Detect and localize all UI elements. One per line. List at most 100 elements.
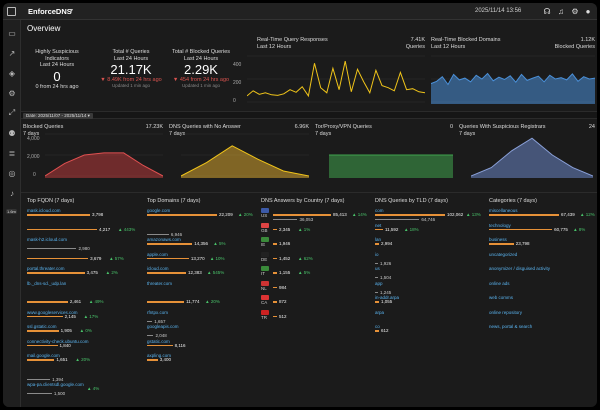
list-item[interactable]: 11,774 ▲ 20% xyxy=(147,295,252,309)
list-item[interactable]: CA 872 xyxy=(261,295,366,309)
item-label[interactable]: wpa-pa.clientsdl.google.com xyxy=(27,382,84,387)
list-item[interactable]: co 612 xyxy=(375,324,480,338)
item-label[interactable]: arpa xyxy=(375,309,385,315)
list-item[interactable]: axpling.com 3,400 xyxy=(147,353,252,367)
item-label[interactable]: gstatic.com xyxy=(147,338,170,344)
list-item[interactable]: google.com 22,209 ▲ 20% xyxy=(147,208,253,222)
item-label[interactable]: app xyxy=(375,280,383,286)
item-label[interactable]: news, portal & search xyxy=(489,324,533,329)
list-item[interactable]: ssl.gstatic.com 1,905 ▲ 0% xyxy=(27,324,132,338)
list-item[interactable]: GB 2,345 ▲ 1% xyxy=(261,222,366,237)
list-item[interactable]: NL 984 xyxy=(261,280,366,295)
list-item[interactable]: news, portal & search xyxy=(489,324,594,338)
item-label[interactable]: mail.google.com xyxy=(27,353,60,358)
list-item[interactable]: TR 512 xyxy=(261,309,366,324)
dns-icon[interactable]: ≣ xyxy=(8,148,16,158)
item-label[interactable]: miscellaneous xyxy=(489,208,518,213)
list-item[interactable]: lb._dns-sd._udp.lan xyxy=(27,281,132,295)
item-label[interactable]: us xyxy=(375,266,380,271)
list-item[interactable]: 3,679 ▲ 57% xyxy=(27,252,132,266)
item-label[interactable]: threater.com xyxy=(147,280,173,286)
item-label[interactable]: portal.threater.com xyxy=(27,266,65,271)
list-item[interactable]: in-addr.arpa 1,055 xyxy=(375,295,480,309)
item-label[interactable]: technology xyxy=(489,222,511,228)
item-label[interactable]: business xyxy=(489,237,507,242)
gear-icon[interactable]: ⚙ xyxy=(571,6,579,16)
item-label[interactable]: connectivity-check.ubuntu.com xyxy=(27,338,89,344)
date-filter-button[interactable]: Date: 2025/11/07 - 2025/11/14 ▾ xyxy=(23,113,93,119)
item-label[interactable]: mask.icloud.com xyxy=(27,208,61,213)
list-item[interactable]: IT 1,155 ▲ 5% xyxy=(261,266,366,280)
item-label[interactable]: web comms xyxy=(489,295,514,300)
list-item[interactable]: anonymizer / disguised activity xyxy=(489,266,594,280)
users-icon[interactable]: ⚉ xyxy=(8,128,16,138)
list-item[interactable]: miscellaneous 67,439 ▲ 12% xyxy=(489,208,595,222)
list-item[interactable]: online ads xyxy=(489,281,594,295)
monitor-icon[interactable]: ▭ xyxy=(8,28,16,38)
item-label[interactable]: lan xyxy=(375,237,382,242)
list-item[interactable]: www.googleservices.com 2,145 ▲ 17% xyxy=(27,310,132,324)
list-item[interactable]: 6,946 xyxy=(147,223,252,237)
item-label[interactable]: uncategorized xyxy=(489,251,518,257)
item-label[interactable]: com xyxy=(375,208,384,213)
list-item[interactable]: com 102,062 ▲ 13% 64,746 xyxy=(375,208,481,222)
item-label[interactable]: in-addr.arpa xyxy=(375,295,400,300)
item-label[interactable]: www.googleservices.com xyxy=(27,309,78,315)
list-item[interactable]: apple.com 13,270 ▲ 10% xyxy=(147,252,252,266)
list-item[interactable]: us 1,504 xyxy=(375,266,480,280)
item-label[interactable]: ssl.gstatic.com xyxy=(27,324,57,329)
list-item[interactable]: 1,394 xyxy=(27,368,132,382)
item-label[interactable]: anonymizer / disguised activity xyxy=(489,266,551,271)
headset-icon[interactable]: ☊ xyxy=(543,6,551,16)
list-item[interactable]: io 1,926 xyxy=(375,252,480,266)
list-item[interactable]: online repository xyxy=(489,310,594,324)
list-item[interactable]: business 23,798 xyxy=(489,237,594,251)
list-item[interactable]: connectivity-check.ubuntu.com 1,840 xyxy=(27,339,132,353)
list-item[interactable]: DE 1,452 ▲ 62% xyxy=(261,251,366,266)
broadcast-icon[interactable]: ◎ xyxy=(8,168,16,178)
list-item[interactable]: portal.threater.com 3,475 ▲ 2% xyxy=(27,266,132,280)
list-item[interactable]: mail.google.com 1,651 ▲ 20% xyxy=(27,353,132,367)
list-item[interactable]: 4,217 ▲ 443% xyxy=(27,223,135,237)
list-item[interactable]: technology 60,775 ▲ 8% xyxy=(489,223,594,237)
list-item[interactable]: US 85,413 ▲ 14% 36,053 xyxy=(261,208,367,222)
list-item[interactable]: rfntpx.com 1,657 xyxy=(147,310,252,324)
item-label[interactable]: online repository xyxy=(489,309,523,315)
item-label[interactable]: io xyxy=(375,251,379,257)
list-item[interactable]: app 1,245 xyxy=(375,281,480,295)
item-label[interactable]: google.com xyxy=(147,208,171,213)
chevron-down-icon[interactable]: ▾ xyxy=(70,8,74,14)
list-item[interactable]: wpa-pa.clientsdl.google.com ▲ 4% 1,500 xyxy=(27,382,132,396)
list-item[interactable]: icloud.com 12,383 ▲ 545% xyxy=(147,266,252,280)
list-item[interactable]: mask-h2.icloud.com 2,980 xyxy=(27,237,132,251)
item-label[interactable]: mask-h2.icloud.com xyxy=(27,237,68,242)
gear-icon[interactable]: ⚙ xyxy=(8,88,16,98)
expand-icon[interactable]: ⤢ xyxy=(8,108,16,117)
item-label[interactable]: lb._dns-sd._udp.lan xyxy=(27,280,67,286)
list-item[interactable]: net 11,592 ▲ 18% xyxy=(375,223,480,237)
list-item[interactable]: mask.icloud.com 3,798 xyxy=(27,208,132,222)
list-item[interactable]: web comms xyxy=(489,295,594,309)
list-item[interactable]: googleapis.com 2,048 xyxy=(147,324,252,338)
list-item[interactable]: threater.com xyxy=(147,281,252,295)
bell-icon[interactable]: ♪ xyxy=(10,188,14,198)
item-label[interactable]: rfntpx.com xyxy=(147,309,169,315)
item-label[interactable]: amazonaws.com xyxy=(147,237,181,242)
list-item[interactable]: IE 1,946 xyxy=(261,237,366,251)
trend-icon[interactable]: ↗ xyxy=(8,48,16,58)
item-label[interactable]: icloud.com xyxy=(147,266,169,271)
list-item[interactable]: uncategorized xyxy=(489,252,594,266)
item-label[interactable]: net xyxy=(375,222,382,228)
app-title[interactable]: EnforceDNS xyxy=(28,7,72,16)
bell-icon[interactable]: ♫ xyxy=(558,6,564,16)
item-label[interactable]: apple.com xyxy=(147,251,168,257)
list-item[interactable]: lan 2,994 xyxy=(375,237,480,251)
item-label[interactable]: online ads xyxy=(489,280,510,286)
menu-icon[interactable] xyxy=(7,7,16,16)
item-label[interactable]: axpling.com xyxy=(147,353,172,358)
list-item[interactable]: amazonaws.com 14,356 ▲ 5% xyxy=(147,237,252,251)
item-label[interactable]: co xyxy=(375,324,380,329)
item-label[interactable]: googleapis.com xyxy=(147,324,179,329)
user-icon[interactable]: ● xyxy=(585,6,591,16)
shield-icon[interactable]: ◈ xyxy=(8,68,16,78)
